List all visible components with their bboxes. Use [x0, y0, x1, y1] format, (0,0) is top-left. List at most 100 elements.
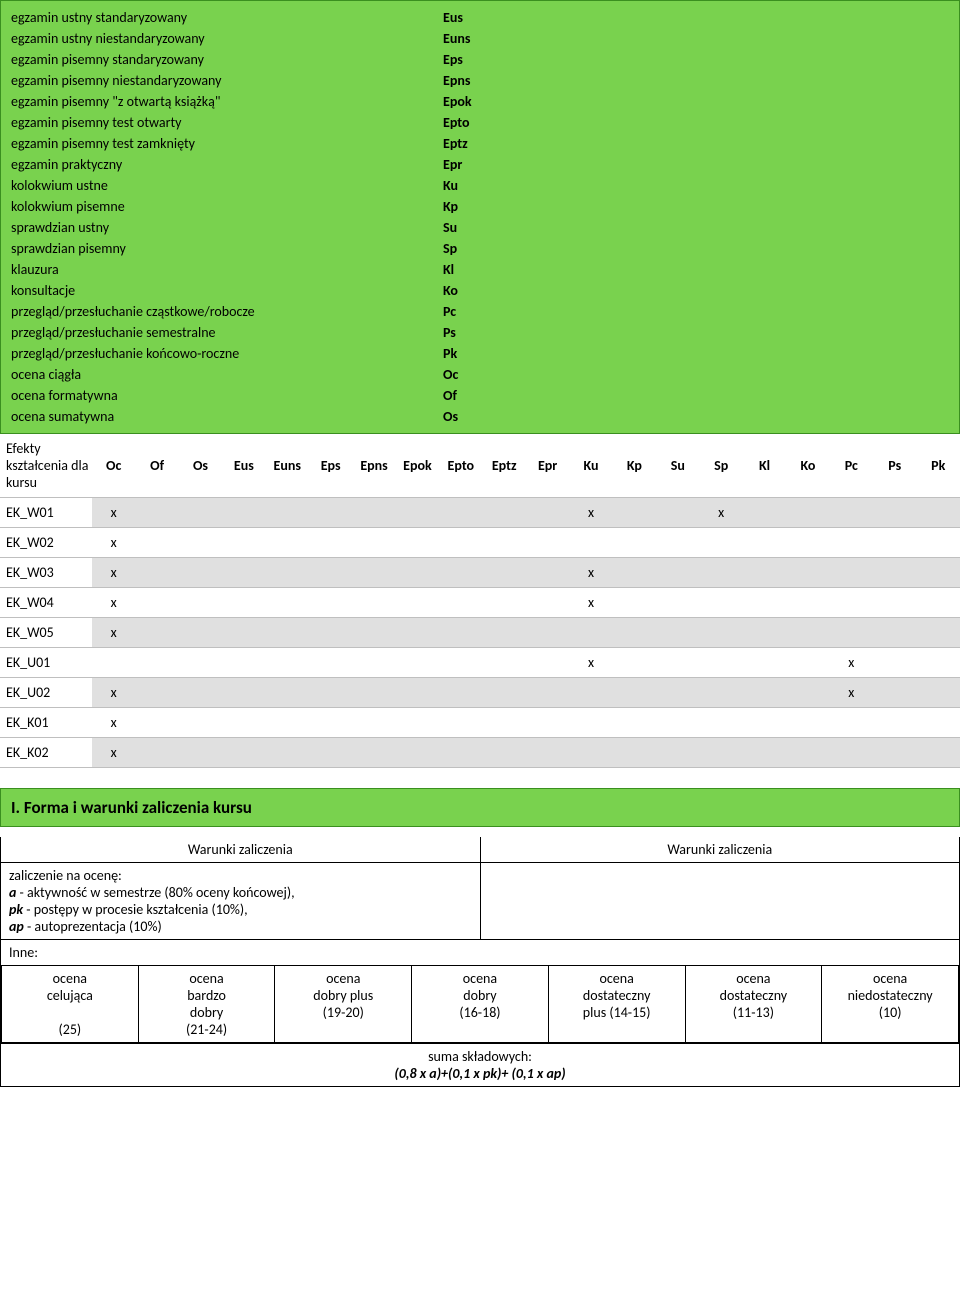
matrix-cell [135, 588, 178, 618]
matrix-cell [179, 678, 222, 708]
matrix-cell [873, 618, 916, 648]
legend-code: Euns [443, 28, 470, 49]
matrix-cell [786, 648, 829, 678]
matrix-cell [873, 738, 916, 768]
legend-row: przegląd/przesłuchanie semestralnePs [11, 322, 949, 343]
effects-matrix-table: Efekty kształcenia dla kursuOcOfOsEusEun… [0, 434, 960, 768]
legend-label: kolokwium pisemne [11, 196, 443, 217]
grade-line: dostateczny [688, 987, 820, 1004]
matrix-cell [222, 618, 265, 648]
matrix-cell [873, 498, 916, 528]
matrix-cell [396, 498, 439, 528]
matrix-col-header: Ku [569, 434, 612, 498]
matrix-cell [613, 738, 656, 768]
matrix-cell [439, 738, 482, 768]
matrix-cell [483, 678, 526, 708]
grade-line: celująca [4, 987, 136, 1004]
matrix-cell [179, 498, 222, 528]
conditions-col1-body: zaliczenie na ocenę: a - aktywność w sem… [1, 863, 481, 940]
matrix-cell [526, 678, 569, 708]
matrix-cell [743, 588, 786, 618]
legend-label: ocena formatywna [11, 385, 443, 406]
matrix-row-name: EK_W01 [0, 498, 92, 528]
grade-cell: ocenadostatecznyplus (14-15) [548, 966, 685, 1042]
legend-code: Su [443, 217, 457, 238]
matrix-row-name: EK_W04 [0, 588, 92, 618]
matrix-cell [309, 558, 352, 588]
matrix-cell [613, 708, 656, 738]
grade-line: dobry plus [277, 987, 409, 1004]
conditions-line3: pk - postępy w procesie kształcenia (10%… [9, 901, 472, 918]
grade-line [414, 1021, 546, 1038]
legend-label: egzamin ustny standaryzowany [11, 7, 443, 28]
conditions-line4: ap - autoprezentacja (10%) [9, 918, 472, 935]
legend-code: Pk [443, 343, 457, 364]
legend-code: Ps [443, 322, 456, 343]
matrix-col-header: Of [135, 434, 178, 498]
matrix-cell [830, 528, 873, 558]
matrix-cell [656, 738, 699, 768]
matrix-col-header: Eus [222, 434, 265, 498]
matrix-cell [352, 738, 395, 768]
matrix-cell [916, 588, 960, 618]
matrix-cell [135, 738, 178, 768]
matrix-row: EK_U02xx [0, 678, 960, 708]
matrix-cell [179, 648, 222, 678]
matrix-cell [439, 558, 482, 588]
matrix-cell [873, 708, 916, 738]
matrix-cell [266, 588, 309, 618]
matrix-cell [743, 708, 786, 738]
legend-label: przegląd/przesłuchanie cząstkowe/robocze [11, 301, 443, 322]
matrix-cell [786, 558, 829, 588]
matrix-row: EK_W01xxx [0, 498, 960, 528]
grade-cell: ocenadostateczny(11-13) [685, 966, 822, 1042]
matrix-cell [613, 678, 656, 708]
matrix-cell [656, 528, 699, 558]
legend-row: egzamin pisemny test zamkniętyEptz [11, 133, 949, 154]
grade-cell: ocenadobry(16-18) [412, 966, 549, 1042]
matrix-col-header: Eps [309, 434, 352, 498]
matrix-cell: x [92, 678, 135, 708]
legend-row: przegląd/przesłuchanie końcowo-rocznePk [11, 343, 949, 364]
sum-label: suma składowych: [5, 1048, 955, 1065]
matrix-col-header: Epns [352, 434, 395, 498]
grade-line: dostateczny [551, 987, 683, 1004]
legend-label: egzamin pisemny "z otwartą książką" [11, 91, 443, 112]
matrix-row: EK_K02x [0, 738, 960, 768]
legend-label: ocena sumatywna [11, 406, 443, 427]
matrix-cell [266, 558, 309, 588]
grade-line [688, 1021, 820, 1038]
legend-row: kolokwium ustneKu [11, 175, 949, 196]
matrix-cell [613, 498, 656, 528]
matrix-cell [439, 498, 482, 528]
matrix-cell [483, 588, 526, 618]
legend-row: sprawdzian pisemnySp [11, 238, 949, 259]
matrix-cell [483, 618, 526, 648]
matrix-cell [396, 558, 439, 588]
matrix-cell [916, 708, 960, 738]
matrix-cell [309, 498, 352, 528]
matrix-cell: x [569, 588, 612, 618]
legend-row: egzamin pisemny test otwartyEpto [11, 112, 949, 133]
legend-code: Sp [443, 238, 457, 259]
matrix-cell [786, 588, 829, 618]
matrix-cell: x [92, 528, 135, 558]
matrix-cell [309, 528, 352, 558]
legend-label: konsultacje [11, 280, 443, 301]
legend-label: przegląd/przesłuchanie końcowo-roczne [11, 343, 443, 364]
matrix-cell [352, 678, 395, 708]
inne-row: Inne: [1, 940, 960, 966]
matrix-cell [613, 618, 656, 648]
grade-line: (16-18) [414, 1004, 546, 1021]
matrix-cell [222, 708, 265, 738]
matrix-cell [352, 498, 395, 528]
legend-row: klauzuraKl [11, 259, 949, 280]
matrix-cell [699, 648, 742, 678]
matrix-row-name: EK_W05 [0, 618, 92, 648]
matrix-cell [526, 498, 569, 528]
matrix-cell [179, 618, 222, 648]
matrix-col-header: Epr [526, 434, 569, 498]
legend-row: egzamin pisemny standaryzowanyEps [11, 49, 949, 70]
legend-code: Os [443, 406, 458, 427]
legend-label: klauzura [11, 259, 443, 280]
